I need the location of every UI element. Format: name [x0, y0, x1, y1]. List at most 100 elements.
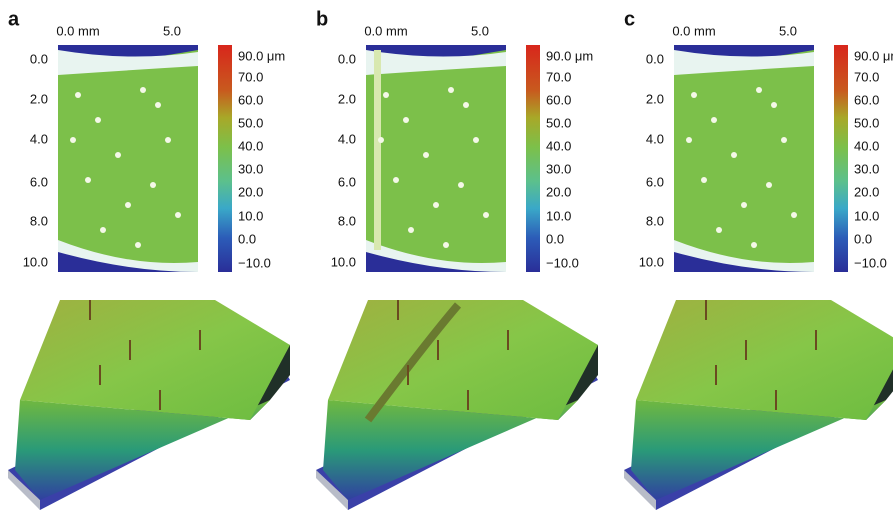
y-tick-label: 10.0 — [331, 254, 356, 269]
render-top — [328, 300, 598, 420]
defect — [686, 137, 692, 143]
colorbar-label: 10.0 — [238, 208, 263, 223]
colorbar-label: −10.0 — [854, 255, 887, 270]
y-tick-label: 4.0 — [646, 131, 664, 146]
x-tick-label: 5.0 — [163, 23, 181, 38]
panel: b 0.0 mm 5.0 0.0 2.0 4.0 6.0 8.0 10.0 90.0 μm 70.0… — [316, 8, 598, 510]
y-tick-label: 0.0 — [30, 51, 48, 66]
defect — [691, 92, 697, 98]
defect — [75, 92, 81, 98]
colorbar-label: 90.0 μm — [546, 48, 593, 63]
colorbar-label: 40.0 — [238, 138, 263, 153]
render-top — [20, 300, 290, 420]
defect — [731, 152, 737, 158]
colorbar-label: −10.0 — [546, 255, 579, 270]
colorbar-label: 60.0 — [854, 92, 879, 107]
defect — [483, 212, 489, 218]
defect — [716, 227, 722, 233]
colorbar-label: 70.0 — [546, 69, 571, 84]
colorbar-label: 10.0 — [854, 208, 879, 223]
defect — [383, 92, 389, 98]
defect — [741, 202, 747, 208]
defect — [403, 117, 409, 123]
defect — [791, 212, 797, 218]
y-tick-label: 2.0 — [338, 91, 356, 106]
colorbar-label: 70.0 — [854, 69, 879, 84]
colorbar-label: 40.0 — [546, 138, 571, 153]
colorbar-label: 40.0 — [854, 138, 879, 153]
defect — [408, 227, 414, 233]
heightmap — [674, 45, 814, 272]
y-tick-label: 0.0 — [646, 51, 664, 66]
y-tick-label: 8.0 — [30, 213, 48, 228]
defect — [140, 87, 146, 93]
x-tick-label: 5.0 — [779, 23, 797, 38]
y-tick-label: 4.0 — [338, 131, 356, 146]
defect — [443, 242, 449, 248]
defect — [473, 137, 479, 143]
defect — [135, 242, 141, 248]
defect — [751, 242, 757, 248]
colorbar-label: 20.0 — [854, 184, 879, 199]
x-tick-label: 0.0 mm — [672, 23, 715, 38]
render-top — [636, 300, 893, 420]
x-tick-label: 0.0 mm — [364, 23, 407, 38]
defect — [125, 202, 131, 208]
defect — [701, 177, 707, 183]
defect — [155, 102, 161, 108]
colorbar — [218, 45, 232, 272]
defect — [711, 117, 717, 123]
colorbar-label: 10.0 — [546, 208, 571, 223]
y-tick-label: 6.0 — [338, 174, 356, 189]
panel-label: c — [624, 8, 635, 30]
defect — [771, 102, 777, 108]
y-tick-label: 8.0 — [646, 213, 664, 228]
colorbar-label: −10.0 — [238, 255, 271, 270]
x-tick-label: 0.0 mm — [56, 23, 99, 38]
defect — [458, 182, 464, 188]
y-tick-label: 8.0 — [338, 213, 356, 228]
colorbar-label: 0.0 — [854, 231, 872, 246]
defect — [433, 202, 439, 208]
panel-label: b — [316, 8, 328, 30]
colorbar-label: 30.0 — [854, 161, 879, 176]
colorbar-label: 50.0 — [238, 115, 263, 130]
defect — [463, 102, 469, 108]
y-tick-label: 2.0 — [30, 91, 48, 106]
y-tick-label: 10.0 — [639, 254, 664, 269]
y-tick-label: 6.0 — [30, 174, 48, 189]
colorbar-label: 60.0 — [238, 92, 263, 107]
colorbar-label: 30.0 — [238, 161, 263, 176]
defect — [766, 182, 772, 188]
defect — [756, 87, 762, 93]
colorbar-label: 70.0 — [238, 69, 263, 84]
scratch — [374, 50, 381, 250]
defect — [70, 137, 76, 143]
defect — [95, 117, 101, 123]
y-tick-label: 2.0 — [646, 91, 664, 106]
colorbar-label: 20.0 — [238, 184, 263, 199]
y-tick-label: 4.0 — [30, 131, 48, 146]
panel: c 0.0 mm 5.0 0.0 2.0 4.0 6.0 8.0 10.0 90.0 μm 70.0… — [624, 8, 893, 510]
colorbar-label: 0.0 — [238, 231, 256, 246]
defect — [150, 182, 156, 188]
defect — [423, 152, 429, 158]
colorbar-label: 20.0 — [546, 184, 571, 199]
y-tick-label: 10.0 — [23, 254, 48, 269]
colorbar-label: 60.0 — [546, 92, 571, 107]
defect — [100, 227, 106, 233]
defect — [115, 152, 121, 158]
defect — [781, 137, 787, 143]
defect — [378, 137, 384, 143]
y-tick-label: 6.0 — [646, 174, 664, 189]
colorbar-label: 30.0 — [546, 161, 571, 176]
colorbar-label: 90.0 μm — [854, 48, 893, 63]
x-tick-label: 5.0 — [471, 23, 489, 38]
heightmap — [58, 45, 198, 272]
defect — [85, 177, 91, 183]
colorbar-label: 50.0 — [546, 115, 571, 130]
colorbar-label: 0.0 — [546, 231, 564, 246]
heightmap — [366, 45, 506, 272]
defect — [165, 137, 171, 143]
